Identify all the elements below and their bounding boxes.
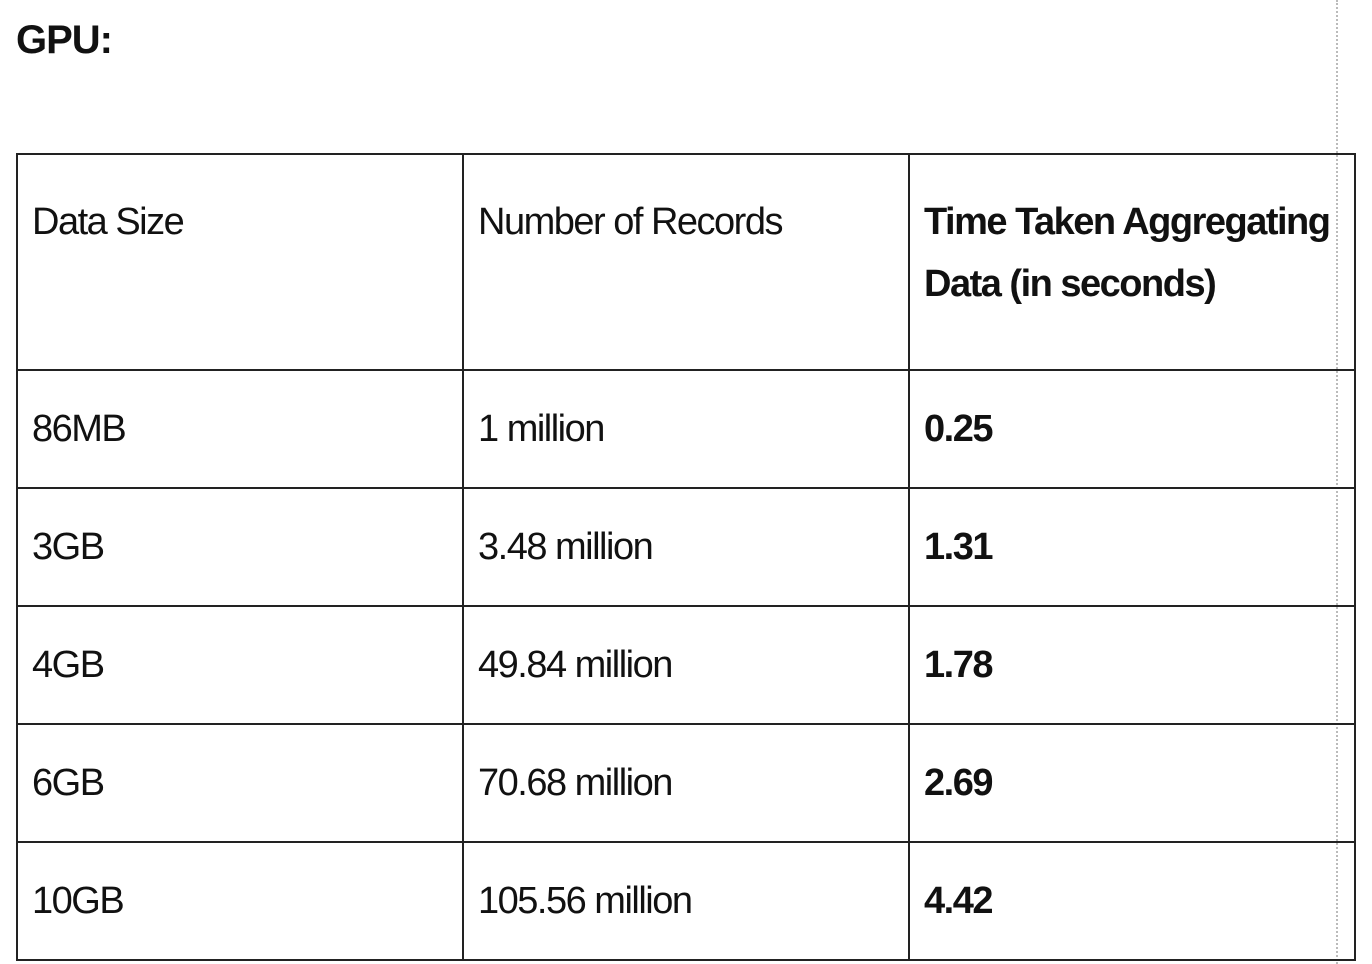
table-cell: 86MB [16, 369, 464, 489]
table-cell: 1 million [462, 369, 910, 489]
table-cell: 4.42 [908, 841, 1356, 961]
results-table: Data Size Number of Records Time Taken Agg… [16, 153, 1356, 961]
table-row: 86MB 1 million 0.25 [16, 369, 1356, 489]
table-cell: 105.56 million [462, 841, 910, 961]
table-cell: 1.78 [908, 605, 1356, 725]
table-row: 3GB 3.48 million 1.31 [16, 487, 1356, 607]
table-row: 10GB 105.56 million 4.42 [16, 841, 1356, 961]
header-cell: Data Size [16, 153, 464, 371]
table-row: 6GB 70.68 million 2.69 [16, 723, 1356, 843]
table-cell: 4GB [16, 605, 464, 725]
table-cell: 1.31 [908, 487, 1356, 607]
table-body: Data Size Number of Records Time Taken Agg… [16, 153, 1356, 961]
table-cell: 70.68 million [462, 723, 910, 843]
table-cell: 10GB [16, 841, 464, 961]
header-cell: Number of Records [462, 153, 910, 371]
table-cell: 3GB [16, 487, 464, 607]
title: GPU: [16, 18, 113, 62]
table-cell: 0.25 [908, 369, 1356, 489]
table-row: 4GB 49.84 million 1.78 [16, 605, 1356, 725]
table-cell: 49.84 million [462, 605, 910, 725]
table-cell: 2.69 [908, 723, 1356, 843]
header-cell: Time Taken Aggregating Data (in seconds) [908, 153, 1356, 371]
table-cell: 6GB [16, 723, 464, 843]
table-cell: 3.48 million [462, 487, 910, 607]
header-row: Data Size Number of Records Time Taken Agg… [16, 153, 1356, 371]
